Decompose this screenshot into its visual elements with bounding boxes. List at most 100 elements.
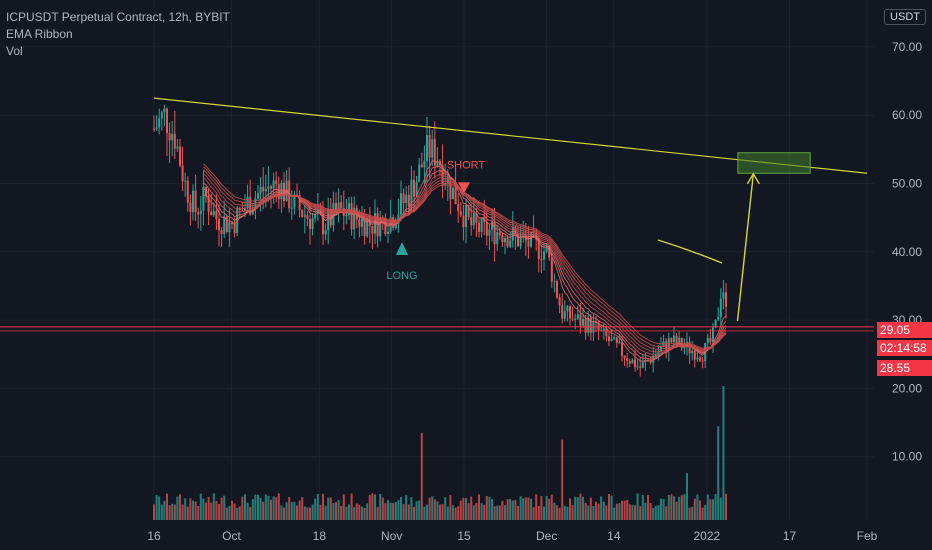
volume-bar <box>514 500 517 520</box>
volume-bar <box>576 497 579 520</box>
volume-bar <box>459 500 462 520</box>
candle-body <box>475 213 478 223</box>
candle-body <box>238 208 241 210</box>
candle-body <box>548 245 551 258</box>
volume-bar <box>709 499 712 520</box>
candle-body <box>192 190 194 212</box>
volume-bar <box>210 502 213 520</box>
volume-bar <box>431 496 434 520</box>
volume-bar <box>493 506 496 520</box>
volume-bar <box>387 500 389 520</box>
volume-bar <box>205 502 207 520</box>
volume-bar <box>381 497 384 520</box>
candle-body <box>327 208 330 230</box>
candle-body <box>306 215 309 220</box>
candle-body <box>478 222 480 232</box>
volume-bar <box>257 494 259 520</box>
volume-bar <box>693 498 696 520</box>
volume-bar <box>537 505 540 520</box>
volume-bar <box>428 497 431 520</box>
chart-legend: ICPUSDT Perpetual Contract, 12h, BYBIT E… <box>6 9 230 60</box>
short-signal-icon <box>458 182 470 194</box>
volume-bar <box>680 495 683 520</box>
candle-body <box>493 221 496 245</box>
candle-body <box>605 328 608 337</box>
volume-bar <box>615 503 618 520</box>
volume-bar <box>602 501 605 520</box>
candle-body <box>449 177 452 200</box>
candle-body <box>189 202 192 212</box>
volume-bar <box>558 507 561 520</box>
candle-body <box>566 306 569 312</box>
symbol-title[interactable]: ICPUSDT Perpetual Contract, 12h, BYBIT <box>6 10 230 24</box>
candle-body <box>491 221 493 230</box>
volume-bar <box>556 505 558 520</box>
volume-bar <box>605 505 608 520</box>
volume-bar <box>350 493 353 520</box>
volume-bar <box>665 506 668 520</box>
candle-body <box>340 202 343 209</box>
indicator-ema-ribbon[interactable]: EMA Ribbon <box>6 27 73 41</box>
candle-body <box>272 180 275 189</box>
volume-bar <box>322 493 324 520</box>
volume-bar <box>641 494 644 520</box>
volume-bar <box>160 504 163 520</box>
volume-bar <box>509 499 512 520</box>
candle-body <box>530 232 532 247</box>
volume-bar <box>199 493 202 520</box>
volume-bar <box>631 504 634 520</box>
volume-bar <box>212 493 215 520</box>
volume-bar <box>517 506 519 520</box>
volume-bar <box>316 493 319 520</box>
volume-bar <box>309 507 311 520</box>
volume-bar <box>595 501 597 520</box>
x-tick-label: 14 <box>607 529 621 543</box>
candle-body <box>509 240 512 247</box>
volume-bar <box>285 502 288 520</box>
volume-bar <box>714 494 717 520</box>
candle-body <box>358 219 361 227</box>
candle-body <box>345 215 348 217</box>
x-tick-label: 2022 <box>693 529 720 543</box>
candle-body <box>228 222 231 233</box>
candle-body <box>316 210 319 214</box>
candle-body <box>155 127 158 130</box>
candle-body <box>628 361 631 364</box>
candle-body <box>329 208 332 226</box>
volume-bar <box>706 494 709 520</box>
candle-body <box>413 179 415 197</box>
candle-body <box>652 355 655 363</box>
candle-body <box>220 229 223 235</box>
volume-bar <box>675 501 678 520</box>
volume-bar <box>511 500 514 520</box>
volume-bar <box>696 494 699 520</box>
volume-bar <box>176 496 179 520</box>
volume-bar <box>186 506 189 520</box>
volume-bar <box>592 505 595 520</box>
volume-bar <box>368 495 371 520</box>
candle-body <box>202 186 205 211</box>
candle-body <box>675 335 678 344</box>
candle-body <box>223 216 226 235</box>
indicator-volume[interactable]: Vol <box>6 44 23 58</box>
volume-bar <box>683 494 686 520</box>
volume-bar <box>608 494 610 520</box>
volume-bar <box>543 506 545 520</box>
x-tick-label: 17 <box>783 529 797 543</box>
volume-bar <box>197 505 200 520</box>
volume-bar <box>553 502 556 520</box>
volume-bar <box>647 495 649 520</box>
candle-body <box>485 221 488 236</box>
candle-body <box>470 217 473 226</box>
candle-body <box>610 339 613 342</box>
volume-bar <box>725 493 727 520</box>
candle-body <box>293 194 296 208</box>
volume-bar <box>215 501 218 520</box>
x-tick-label: 15 <box>457 529 471 543</box>
currency-button[interactable]: USDT <box>884 9 926 25</box>
candle-body <box>241 209 244 211</box>
candle-body <box>636 366 639 368</box>
volume-bar <box>376 507 379 520</box>
last-price-tag: 29.05 <box>877 322 932 338</box>
